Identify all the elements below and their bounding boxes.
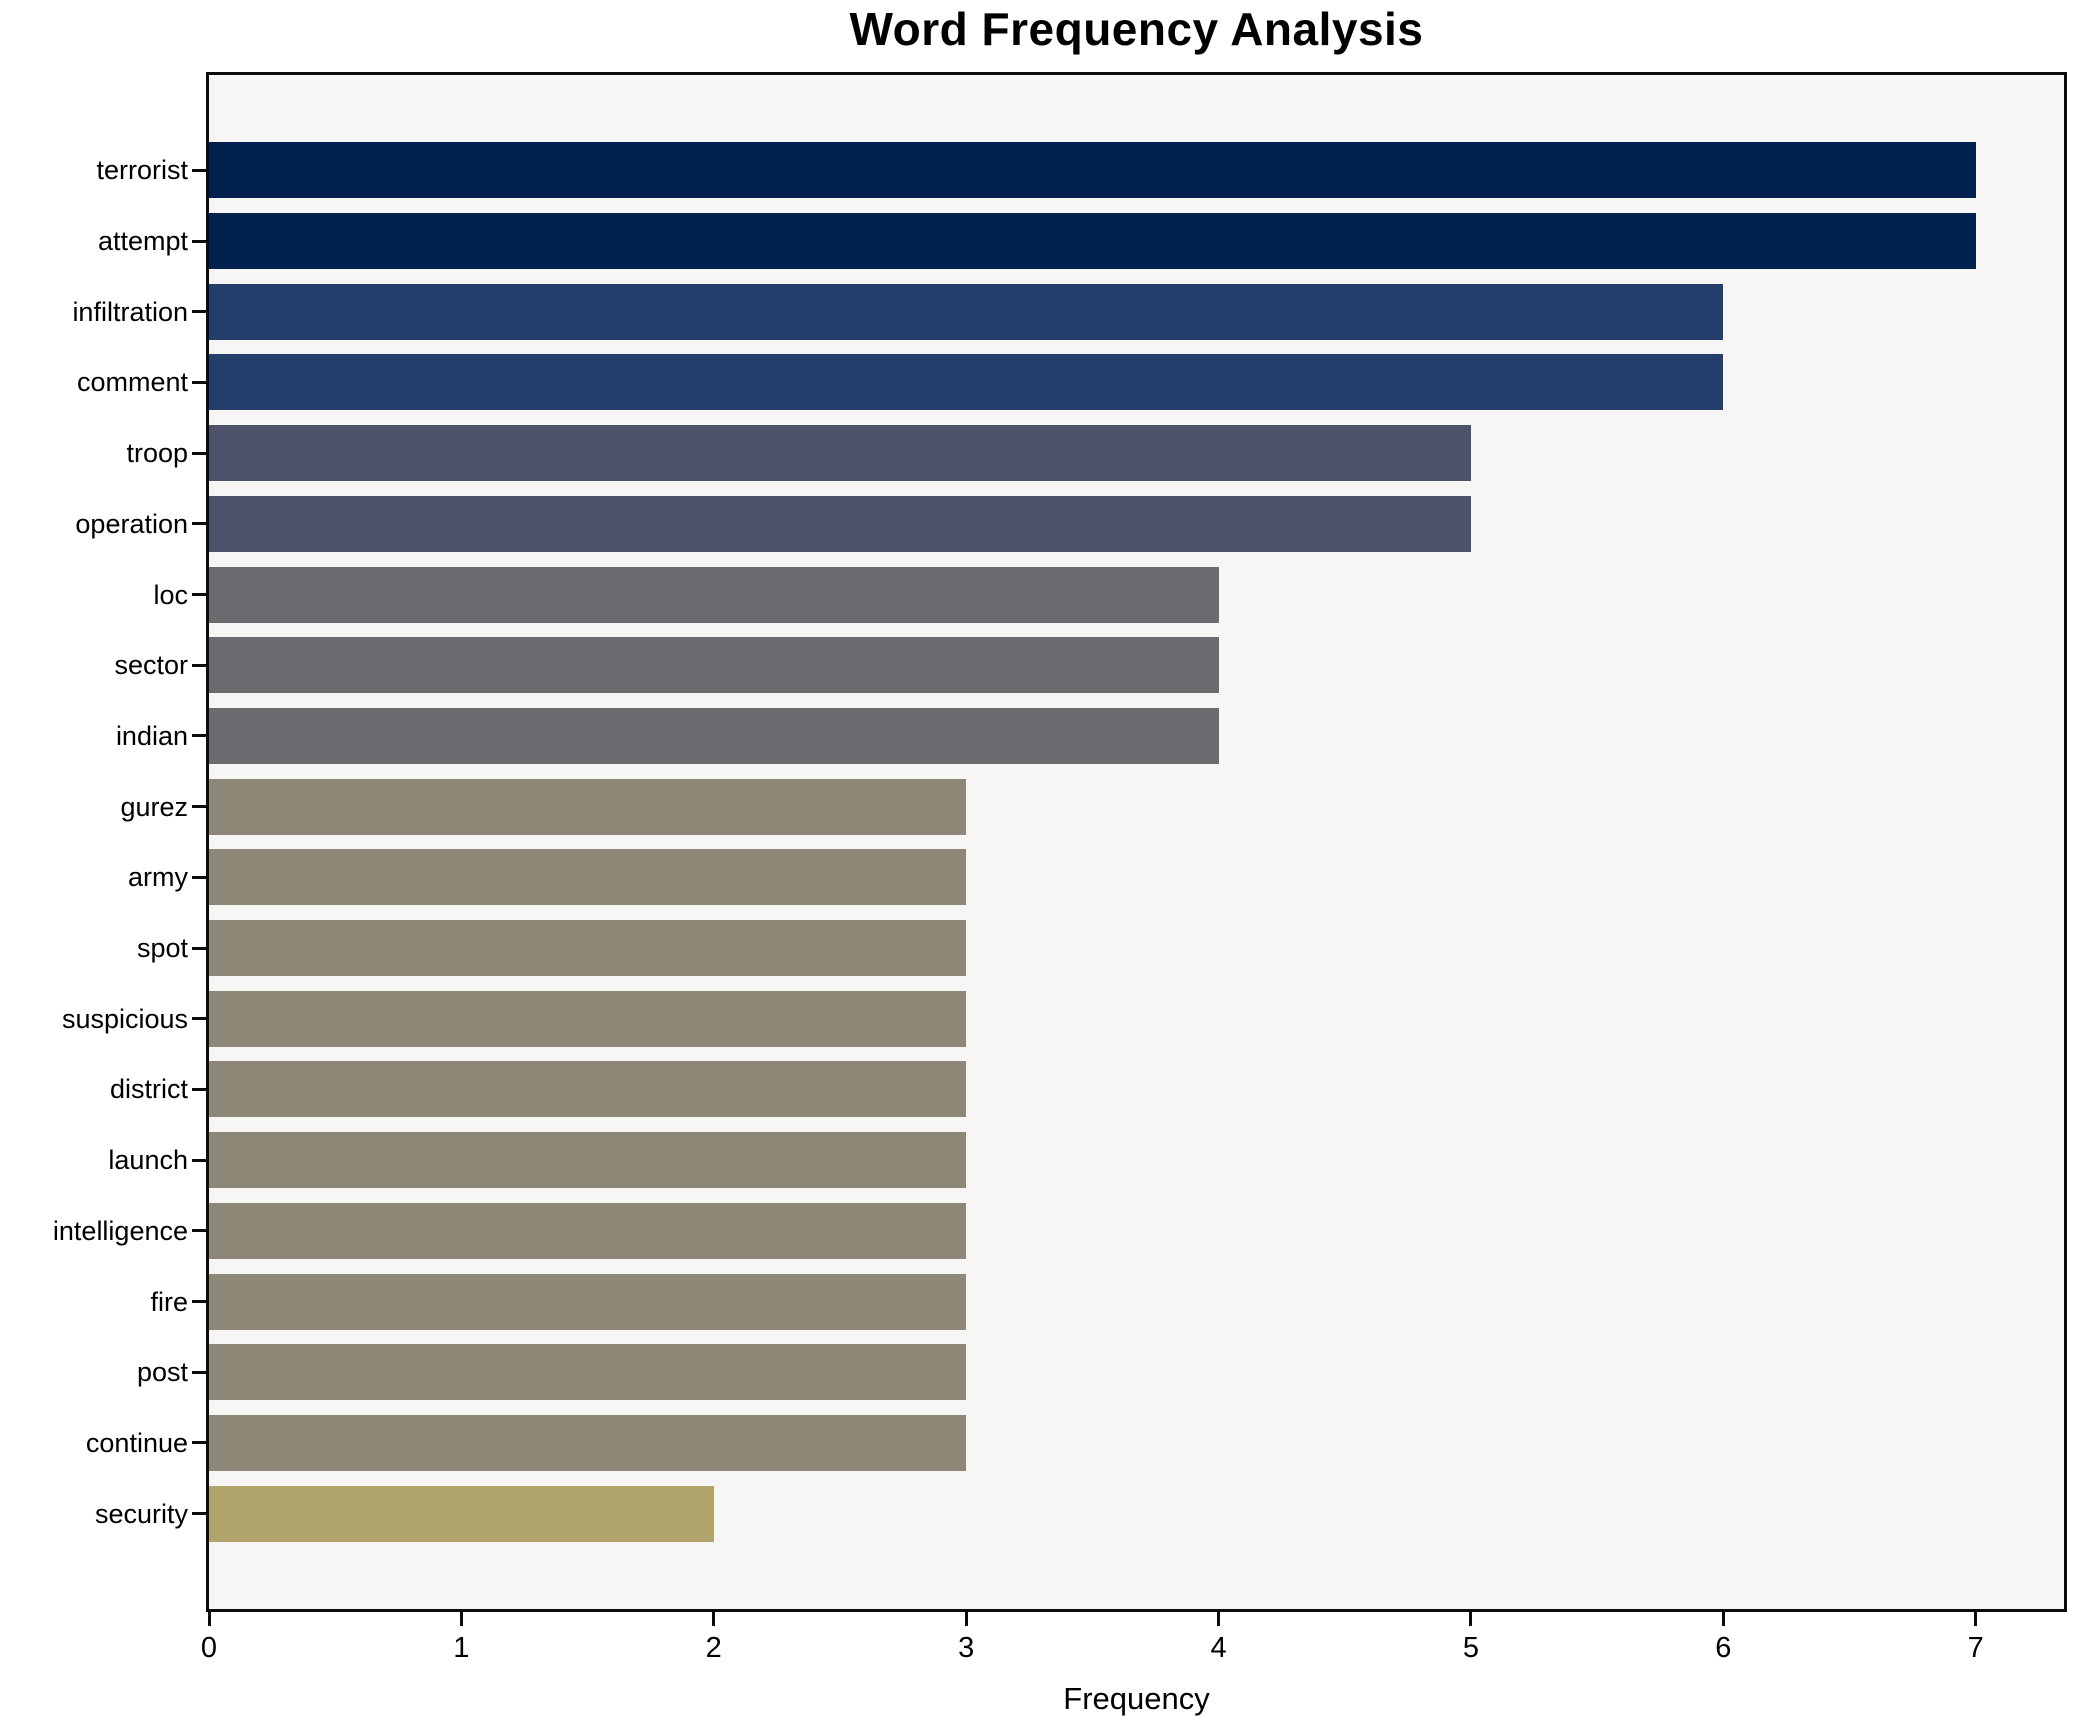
y-tick-mark bbox=[192, 239, 206, 243]
x-tick-mark bbox=[1469, 1612, 1473, 1626]
y-tick-mark bbox=[192, 1370, 206, 1374]
y-tick-label-army: army bbox=[128, 862, 188, 893]
y-tick-mark bbox=[192, 663, 206, 667]
y-tick-label-launch: launch bbox=[108, 1145, 188, 1176]
y-tick-label-comment: comment bbox=[76, 367, 188, 398]
y-tick-mark bbox=[192, 1158, 206, 1162]
y-tick-label-terrorist: terrorist bbox=[96, 155, 188, 186]
x-tick-label-0: 0 bbox=[200, 1632, 218, 1664]
bar-army bbox=[209, 849, 967, 906]
y-tick-label-sector: sector bbox=[114, 650, 188, 681]
x-tick-mark bbox=[1974, 1612, 1978, 1626]
bar-intelligence bbox=[209, 1202, 967, 1259]
bar-post bbox=[209, 1344, 967, 1401]
x-tick-mark bbox=[1721, 1612, 1725, 1626]
y-tick-label-troop: troop bbox=[126, 438, 188, 469]
x-tick-label-1: 1 bbox=[453, 1632, 470, 1664]
y-tick-mark bbox=[192, 1229, 206, 1233]
x-tick-mark bbox=[712, 1612, 716, 1626]
y-tick-label-continue: continue bbox=[85, 1427, 188, 1458]
bar-indian bbox=[209, 707, 1219, 764]
bar-spot bbox=[209, 920, 967, 977]
bar-fire bbox=[209, 1273, 967, 1330]
y-tick-label-fire: fire bbox=[150, 1286, 188, 1317]
bar-suspicious bbox=[209, 990, 967, 1047]
y-tick-mark bbox=[192, 1512, 206, 1516]
y-tick-label-loc: loc bbox=[153, 579, 188, 610]
x-tick-label-7: 7 bbox=[1967, 1632, 1984, 1664]
y-tick-label-suspicious: suspicious bbox=[61, 1003, 188, 1034]
y-tick-mark bbox=[192, 1300, 206, 1304]
y-tick-mark bbox=[192, 522, 206, 526]
y-tick-label-infiltration: infiltration bbox=[72, 296, 188, 327]
bar-attempt bbox=[209, 213, 1976, 270]
plot-area bbox=[206, 72, 2067, 1612]
y-tick-label-district: district bbox=[109, 1074, 188, 1105]
bar-comment bbox=[209, 354, 1724, 411]
y-tick-mark bbox=[192, 805, 206, 809]
y-tick-mark bbox=[192, 168, 206, 172]
y-tick-mark bbox=[192, 593, 206, 597]
y-tick-label-attempt: attempt bbox=[97, 226, 188, 257]
y-tick-label-intelligence: intelligence bbox=[52, 1215, 188, 1246]
bar-gurez bbox=[209, 778, 967, 835]
chart-title: Word Frequency Analysis bbox=[849, 3, 1424, 55]
y-tick-mark bbox=[192, 734, 206, 738]
bar-troop bbox=[209, 425, 1471, 482]
bar-infiltration bbox=[209, 283, 1724, 340]
x-tick-mark bbox=[459, 1612, 463, 1626]
bar-launch bbox=[209, 1132, 967, 1189]
bar-district bbox=[209, 1061, 967, 1118]
y-tick-mark bbox=[192, 875, 206, 879]
y-tick-label-gurez: gurez bbox=[120, 791, 188, 822]
y-tick-label-operation: operation bbox=[75, 508, 188, 539]
y-tick-mark bbox=[192, 1017, 206, 1021]
bar-continue bbox=[209, 1414, 967, 1471]
bar-terrorist bbox=[209, 142, 1976, 199]
y-tick-mark bbox=[192, 946, 206, 950]
x-axis-label: Frequency bbox=[1063, 1681, 1210, 1716]
y-tick-label-indian: indian bbox=[115, 720, 188, 751]
y-tick-label-post: post bbox=[136, 1357, 188, 1388]
bar-loc bbox=[209, 566, 1219, 623]
y-tick-mark bbox=[192, 310, 206, 314]
bar-security bbox=[209, 1485, 714, 1542]
x-tick-label-3: 3 bbox=[958, 1632, 975, 1664]
bar-sector bbox=[209, 637, 1219, 694]
y-tick-mark bbox=[192, 1087, 206, 1091]
y-tick-mark bbox=[192, 380, 206, 384]
x-tick-mark bbox=[1217, 1612, 1221, 1626]
y-tick-label-spot: spot bbox=[136, 933, 188, 964]
y-tick-mark bbox=[192, 451, 206, 455]
x-tick-mark bbox=[207, 1612, 211, 1626]
y-tick-label-security: security bbox=[94, 1498, 188, 1529]
x-tick-mark bbox=[964, 1612, 968, 1626]
x-tick-label-2: 2 bbox=[705, 1632, 722, 1664]
x-tick-label-6: 6 bbox=[1715, 1632, 1732, 1664]
bar-operation bbox=[209, 495, 1471, 552]
x-tick-label-4: 4 bbox=[1210, 1632, 1227, 1664]
y-tick-mark bbox=[192, 1441, 206, 1445]
x-tick-label-5: 5 bbox=[1462, 1632, 1479, 1664]
